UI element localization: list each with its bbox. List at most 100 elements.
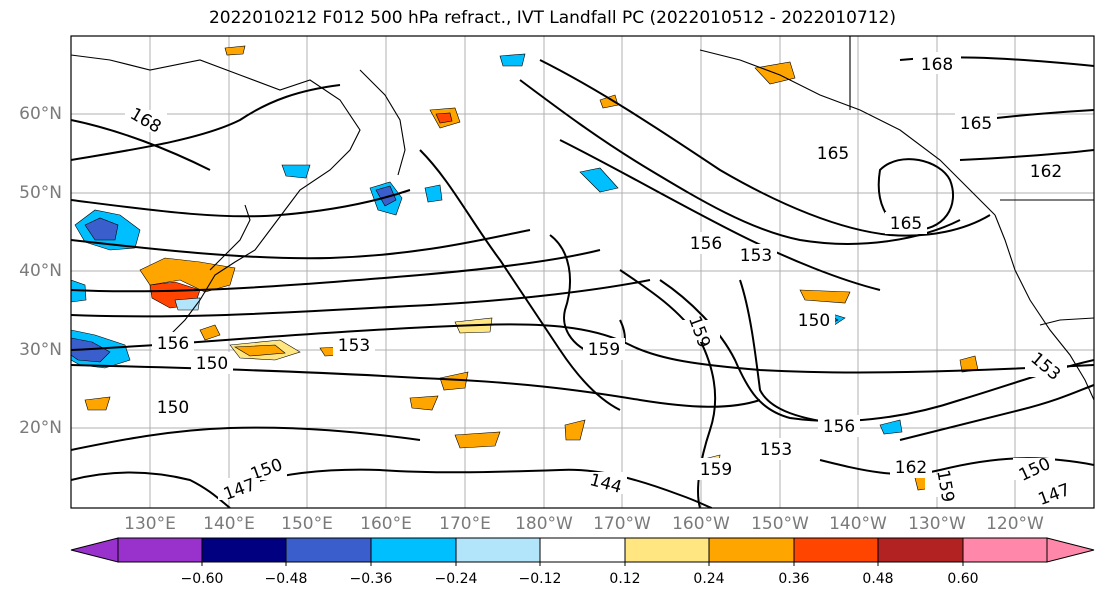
- colorbar-tick-label: 0.48: [862, 571, 894, 587]
- contour-label: 153: [338, 336, 370, 356]
- positive-patch: [439, 371, 469, 391]
- lon-label: 130°W: [908, 514, 966, 534]
- lat-label: 50°N: [19, 183, 62, 203]
- colorbar-tick-label: 0.60: [947, 571, 979, 587]
- contour-line: [559, 139, 881, 291]
- contour-label: 156: [690, 234, 722, 254]
- colorbar-bin: [962, 537, 1048, 563]
- colorbar-bin: [285, 537, 372, 563]
- contour-line: [71, 426, 421, 451]
- lon-label: 150°E: [281, 514, 333, 534]
- contour-line: [71, 229, 531, 260]
- contour-line: [739, 279, 851, 426]
- lon-label: 160°E: [360, 514, 412, 534]
- negative-patch: [84, 217, 119, 241]
- canada-border: [849, 36, 1094, 201]
- asia-coast: [71, 54, 361, 336]
- contour-label: 159: [588, 340, 620, 360]
- japan-coast: [209, 204, 251, 271]
- lon-label: 180°W: [515, 514, 573, 534]
- negative-patch: [281, 164, 311, 179]
- contour-line: [819, 457, 1094, 476]
- contour-label: 156: [823, 417, 855, 437]
- lat-label: 60°N: [19, 104, 62, 124]
- positive-patch: [224, 45, 246, 56]
- lon-label: 170°E: [439, 514, 491, 534]
- colorbar-bin: [201, 537, 287, 563]
- positive-patch: [599, 94, 619, 109]
- colorbar-bin: [539, 537, 626, 563]
- contour-label: 159: [700, 460, 732, 480]
- contour-label: 150: [196, 354, 228, 374]
- contour-label: 150: [157, 398, 189, 418]
- positive-patch: [454, 431, 501, 449]
- map-border: [70, 35, 1095, 509]
- contour-line: [959, 149, 1094, 161]
- positive-patch: [199, 324, 221, 341]
- negative-patch: [424, 184, 443, 203]
- lat-label: 20°N: [19, 418, 62, 438]
- contour-line: [539, 59, 991, 237]
- contour-line: [71, 119, 211, 171]
- positive-patch: [139, 257, 236, 293]
- positive-patch: [564, 419, 586, 441]
- negative-patch: [579, 167, 619, 193]
- colorbar: [70, 537, 1095, 566]
- colorbar-tick-label: 0.36: [778, 571, 810, 587]
- contour-label: 156: [157, 334, 189, 354]
- negative-patch: [879, 419, 903, 435]
- negative-patch: [499, 53, 526, 67]
- contour-label: 165: [960, 114, 992, 134]
- colorbar-tick-label: −0.60: [180, 571, 224, 587]
- lon-label: 140°E: [203, 514, 255, 534]
- coastlines: [71, 36, 1094, 401]
- positive-patch: [84, 396, 111, 411]
- lat-label: 40°N: [19, 261, 62, 281]
- contour-label: 165: [817, 144, 849, 164]
- contour-label: 162: [1030, 162, 1062, 182]
- contour-label: 162: [895, 458, 927, 478]
- us-mexico-border: [1039, 317, 1094, 326]
- colorbar-bin: [455, 537, 541, 563]
- lon-label: 160°W: [672, 514, 730, 534]
- contour-line: [71, 279, 651, 318]
- colorbar-bin: [793, 537, 879, 563]
- colorbar-tick-label: −0.48: [264, 571, 308, 587]
- contour-label: 150: [798, 311, 830, 331]
- kamchatka-coast: [359, 69, 406, 176]
- colorbar-bin: [877, 537, 964, 563]
- contour-line: [71, 323, 1094, 374]
- colorbar-extend-low: [70, 537, 119, 563]
- map-title: 2022010212 F012 500 hPa refract., IVT La…: [208, 8, 896, 28]
- contour-label: 153: [760, 440, 792, 460]
- positive-patch: [799, 289, 851, 304]
- lon-label: 150°W: [751, 514, 809, 534]
- north-america-coast: [994, 214, 1094, 401]
- contour-line: [71, 84, 341, 161]
- colorbar-tick-label: −0.12: [518, 571, 562, 587]
- contour-line: [899, 384, 1094, 441]
- refractivity-shading: [71, 45, 979, 491]
- negative-patch: [174, 297, 201, 311]
- contour-line: [519, 79, 961, 245]
- colorbar-bin: [624, 537, 710, 563]
- colorbar-bin: [370, 537, 457, 563]
- colorbar-tick-label: −0.36: [349, 571, 393, 587]
- positive-patch: [409, 395, 439, 411]
- lon-label: 120°W: [986, 514, 1044, 534]
- colorbar-bin: [708, 537, 795, 563]
- colorbar-tick-label: 0.24: [693, 571, 725, 587]
- contour-line: [419, 149, 621, 411]
- positive-patch: [233, 344, 286, 357]
- lon-label: 130°E: [124, 514, 176, 534]
- positive-patch: [435, 112, 453, 124]
- contour-line: [71, 249, 601, 293]
- colorbar-tick-label: 0.12: [609, 571, 641, 587]
- contour-line: [559, 468, 713, 508]
- contour-label: 168: [921, 55, 953, 75]
- contour-label: 153: [740, 246, 772, 266]
- contour-line: [877, 158, 955, 232]
- lon-label: 140°W: [829, 514, 887, 534]
- negative-patch: [375, 185, 397, 207]
